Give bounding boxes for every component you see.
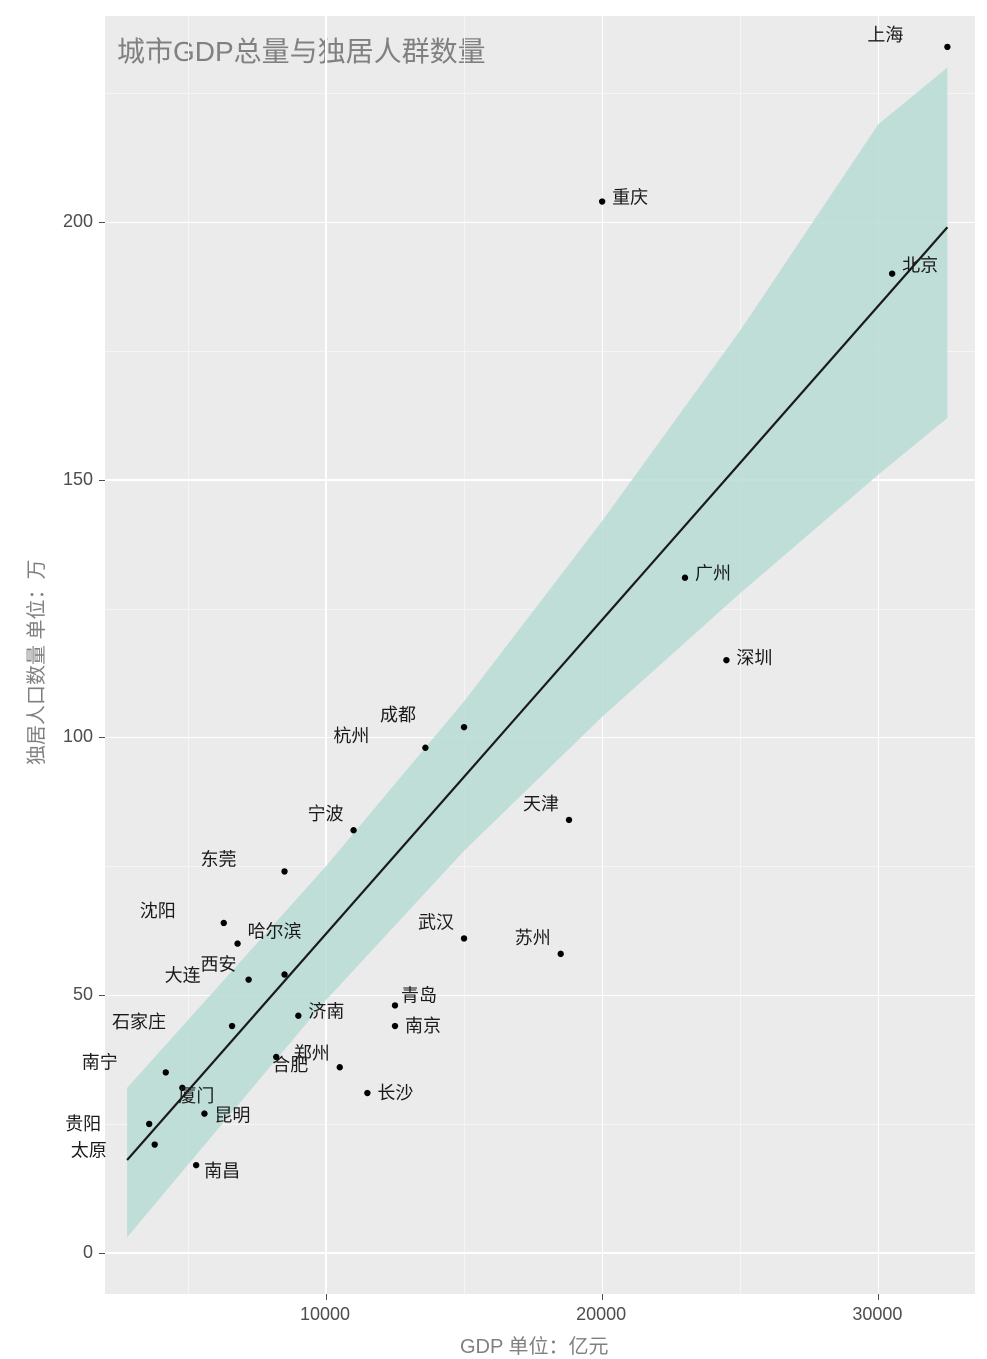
y-tick-mark — [99, 480, 105, 481]
data-point-label: 东莞 — [201, 849, 237, 869]
data-point — [146, 1121, 152, 1127]
confidence-ribbon — [127, 68, 947, 1238]
data-point-label: 贵阳 — [65, 1114, 101, 1134]
data-point-label: 西安 — [201, 955, 237, 975]
y-tick-label: 200 — [63, 211, 93, 232]
x-tick-label: 10000 — [300, 1304, 350, 1325]
data-point-label: 济南 — [308, 1002, 344, 1022]
data-point — [337, 1064, 343, 1070]
data-point — [221, 920, 227, 926]
data-point-label: 太原 — [71, 1141, 107, 1161]
data-point-label: 大连 — [165, 966, 201, 986]
data-point — [392, 1002, 398, 1008]
x-tick-mark — [878, 1294, 879, 1300]
data-point — [558, 951, 564, 957]
data-point — [566, 817, 572, 823]
y-tick-mark — [99, 995, 105, 996]
data-point — [682, 575, 688, 581]
data-point-label: 石家庄 — [112, 1012, 166, 1032]
data-point-label: 青岛 — [401, 985, 437, 1005]
data-point-label: 宁波 — [308, 804, 344, 824]
data-point — [422, 745, 428, 751]
x-tick-mark — [326, 1294, 327, 1300]
data-point-label: 深圳 — [736, 648, 772, 668]
data-point-label: 成都 — [380, 705, 416, 725]
x-tick-mark — [602, 1294, 603, 1300]
data-point-label: 广州 — [695, 564, 731, 584]
data-point-label: 合肥 — [272, 1055, 308, 1075]
data-point — [234, 940, 240, 946]
data-point — [281, 868, 287, 874]
trend-line — [127, 227, 947, 1160]
y-tick-mark — [99, 1253, 105, 1254]
data-point — [201, 1110, 207, 1116]
y-tick-label: 0 — [83, 1242, 93, 1263]
data-point-label: 南京 — [405, 1016, 441, 1036]
data-point-label: 杭州 — [333, 726, 369, 746]
data-point-label: 昆明 — [214, 1106, 250, 1126]
data-point — [163, 1069, 169, 1075]
x-tick-label: 20000 — [576, 1304, 626, 1325]
data-point — [944, 44, 950, 50]
data-point-label: 北京 — [902, 256, 938, 276]
y-tick-label: 100 — [63, 726, 93, 747]
chart-svg: 上海北京 重庆广州深圳成都杭州天津宁波东莞沈阳武汉哈尔滨 苏州西安大连青岛济南石家庄… — [0, 0, 987, 1353]
data-point — [281, 971, 287, 977]
data-point — [461, 935, 467, 941]
data-point-label: 天津 — [523, 794, 559, 814]
data-point — [193, 1162, 199, 1168]
data-point — [350, 827, 356, 833]
data-point-label: 武汉 — [418, 912, 454, 932]
data-point-label: 南宁 — [82, 1052, 118, 1072]
data-point — [599, 198, 605, 204]
y-tick-mark — [99, 222, 105, 223]
data-point-label: 重庆 — [612, 188, 648, 208]
data-point-label: 南昌 — [204, 1161, 240, 1181]
y-tick-label: 150 — [63, 469, 93, 490]
data-point-label: 厦门 — [178, 1086, 214, 1106]
x-tick-label: 30000 — [852, 1304, 902, 1325]
data-point — [392, 1023, 398, 1029]
data-point — [889, 270, 895, 276]
data-point — [229, 1023, 235, 1029]
chart-root: 城市GDP总量与独居人群数量 GDP 单位：亿元 独居人口数量 单位：万 上海北… — [0, 0, 987, 1353]
data-point-label: 苏州 — [515, 928, 551, 948]
data-point — [723, 657, 729, 663]
data-point-label: 上海 — [867, 25, 903, 45]
data-point-label: 沈阳 — [140, 901, 176, 921]
data-point — [245, 976, 251, 982]
data-point-label: 哈尔滨 — [248, 922, 302, 942]
data-point — [295, 1013, 301, 1019]
data-point — [152, 1141, 158, 1147]
y-tick-label: 50 — [73, 984, 93, 1005]
y-tick-mark — [99, 737, 105, 738]
data-point — [364, 1090, 370, 1096]
data-point-label: 长沙 — [377, 1083, 413, 1103]
data-point — [461, 724, 467, 730]
